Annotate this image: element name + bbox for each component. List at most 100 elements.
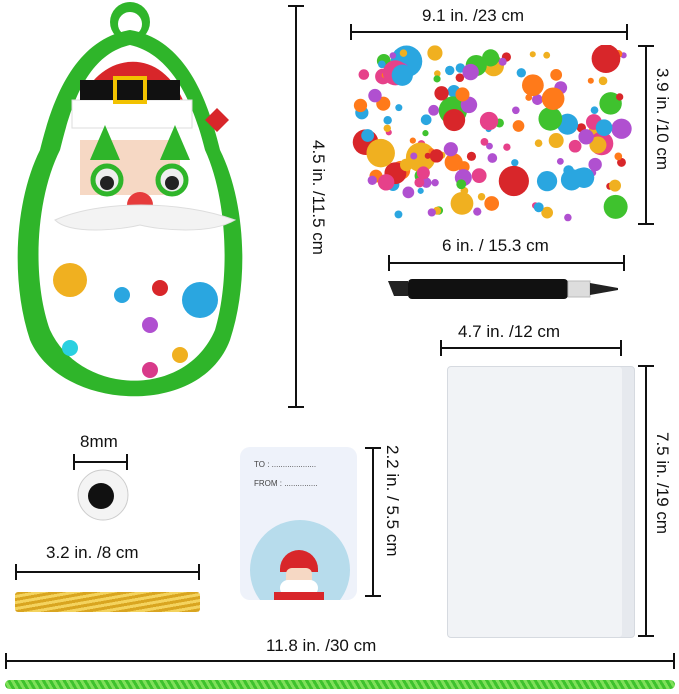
gem <box>399 49 408 57</box>
gem <box>556 157 564 165</box>
gem <box>443 142 458 157</box>
gem <box>480 138 489 146</box>
gem <box>589 136 607 154</box>
gem <box>443 108 466 132</box>
gem <box>587 77 594 84</box>
gem <box>429 149 444 163</box>
cord-length-line <box>5 653 675 669</box>
gem <box>391 64 413 86</box>
gem <box>444 153 463 172</box>
gem <box>590 106 599 115</box>
tag-height-line <box>365 447 381 597</box>
gem <box>534 139 543 148</box>
tag-height-label: 2.2 in. / 5.5 cm <box>383 445 402 557</box>
gem <box>512 120 525 132</box>
gem <box>498 165 529 197</box>
gem <box>609 179 621 192</box>
gem <box>568 139 582 153</box>
sheet-width-line <box>350 24 628 40</box>
eye-size-label: 8mm <box>80 432 118 451</box>
gem <box>482 49 500 67</box>
gem <box>421 177 432 188</box>
tie-length-label: 3.2 in. /8 cm <box>46 543 139 562</box>
gem <box>366 138 395 168</box>
pen-length-line <box>388 255 625 271</box>
gem <box>557 113 579 135</box>
gem <box>456 179 467 190</box>
gem <box>591 45 621 73</box>
gem <box>405 142 436 173</box>
gem <box>462 63 479 81</box>
gem <box>358 69 370 80</box>
gem-sticker-sheet <box>352 45 632 222</box>
gem <box>353 98 368 113</box>
gem <box>414 177 425 188</box>
gem <box>361 129 375 142</box>
gem <box>522 74 544 97</box>
gem <box>550 68 563 81</box>
gem <box>533 202 544 213</box>
tag-to-line: TO : .................... <box>254 460 317 469</box>
gem <box>434 86 449 101</box>
gem <box>487 153 498 163</box>
gem <box>410 152 418 160</box>
gem <box>498 57 507 66</box>
gem <box>417 187 424 194</box>
gem <box>578 129 594 145</box>
gem <box>564 213 572 222</box>
gem <box>455 87 470 102</box>
gem <box>427 45 443 61</box>
gem <box>383 115 392 125</box>
gem <box>479 111 499 131</box>
gem <box>595 119 613 137</box>
gem <box>424 152 431 159</box>
gem <box>598 76 608 86</box>
gem <box>400 158 413 172</box>
gem <box>529 51 536 58</box>
green-cord-image <box>5 680 675 689</box>
gem <box>617 157 626 167</box>
gem <box>427 208 436 217</box>
eye-size-line <box>73 454 128 470</box>
gem <box>445 65 455 76</box>
gem <box>486 142 493 150</box>
gem <box>516 68 526 78</box>
cellophane-bags-image <box>447 366 635 638</box>
gem <box>433 75 441 83</box>
gem <box>541 88 562 109</box>
gem <box>477 192 486 201</box>
gem <box>614 152 623 161</box>
sheet-height-line <box>638 45 654 225</box>
gem <box>611 118 632 139</box>
googly-eye-image <box>77 469 129 521</box>
gem <box>532 94 543 105</box>
gem <box>389 52 397 59</box>
gem <box>603 194 628 219</box>
gem <box>484 196 500 211</box>
gem <box>434 70 441 77</box>
pen-length-label: 6 in. / 15.3 cm <box>442 236 549 255</box>
bag-height-label: 7.5 in. /19 cm <box>653 432 672 535</box>
gem <box>548 133 564 149</box>
gem <box>473 207 482 216</box>
pick-up-pen-image <box>388 279 618 299</box>
gem <box>383 124 391 132</box>
gem <box>428 104 440 116</box>
sheet-width-label: 9.1 in. /23 cm <box>422 6 525 25</box>
gem <box>503 143 511 151</box>
gem <box>543 51 551 59</box>
gem <box>378 60 386 69</box>
gem <box>588 157 602 172</box>
gem <box>538 106 563 131</box>
santa-snowglobe-illustration <box>250 520 350 600</box>
gem <box>471 168 487 184</box>
gem <box>512 106 520 115</box>
gem <box>511 159 519 167</box>
gem <box>422 130 429 137</box>
bag-width-line <box>440 340 622 356</box>
gem <box>560 169 583 191</box>
ornament-height-label: 4.5 in. /11.5 cm <box>309 140 328 255</box>
gem <box>466 151 477 161</box>
santa-ornament-image <box>17 2 243 397</box>
ornament-height-line <box>288 5 304 408</box>
